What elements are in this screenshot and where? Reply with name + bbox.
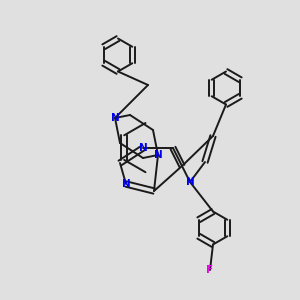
- Text: F: F: [206, 265, 214, 275]
- Text: N: N: [186, 177, 194, 187]
- Text: N: N: [122, 179, 130, 189]
- Text: N: N: [154, 150, 162, 160]
- Text: N: N: [139, 143, 147, 153]
- Text: N: N: [111, 113, 119, 123]
